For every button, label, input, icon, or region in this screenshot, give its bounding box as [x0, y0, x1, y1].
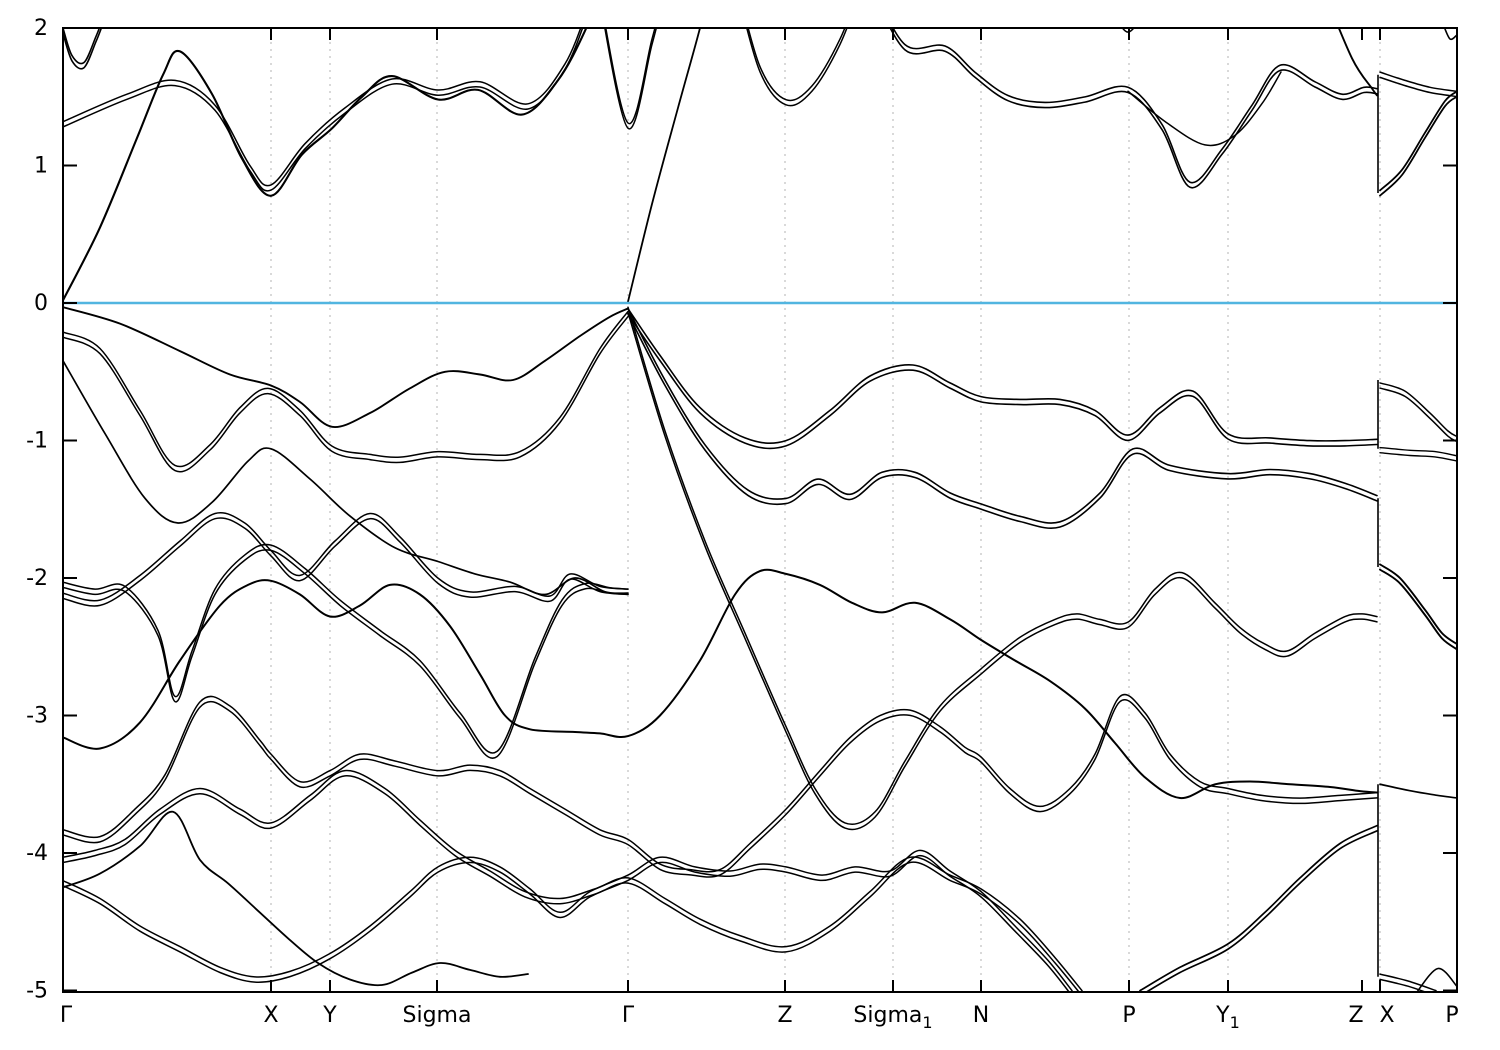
band-curve-panelR-deep-flat: [1379, 783, 1457, 799]
band-curves: [63, 28, 1457, 992]
axis-ticks: [62, 27, 1458, 992]
band-curve-val-hill-upper: [627, 313, 1378, 450]
band-curve-cond-v-gamma2: [604, 28, 658, 130]
band-curve-panelR-flat-pair: [1379, 452, 1457, 462]
band-curve-val-deep2: [63, 769, 1083, 992]
band-curve-val-deep1: [63, 693, 1378, 873]
band-curve-val-deep1: [63, 699, 1378, 878]
band-curve-cond-steep-to-X2: [1337, 28, 1378, 97]
band-curve-val-hill-lower: [627, 307, 1378, 524]
band-curve-val-steep-from-gamma2: [627, 306, 1378, 826]
band-curve-panelR-mid-desc: [1379, 568, 1457, 651]
band-curve-val-hill-upper: [627, 307, 1378, 445]
band-curve-cond-pair-left: [63, 28, 584, 192]
band-curve-panelR-bottom1: [1379, 973, 1437, 992]
y-tick-label: -4: [26, 841, 48, 866]
kpoint-label: Γ: [60, 1003, 73, 1028]
band-curve-val-deep-riser-right: [1139, 824, 1378, 992]
kpoint-label: X: [1379, 1003, 1394, 1028]
kpoint-label: Y: [322, 1003, 337, 1028]
kpoint-label: Sigma: [403, 1003, 472, 1028]
kpoint-label: P: [1445, 1003, 1458, 1028]
y-tick-label: -3: [26, 704, 48, 729]
band-curve-panelR-top-pair: [1379, 382, 1457, 438]
y-tick-label: -5: [26, 979, 48, 1004]
band-curve-panelR-cond-rise: [1379, 90, 1457, 192]
band-curve-panelR-bottom2: [1415, 967, 1457, 992]
band-curve-cond-pair-left: [63, 28, 582, 187]
band-curve-cond-dirac1: [63, 28, 588, 302]
band-curve-panelR-top-pair: [1379, 387, 1457, 443]
band-curve-cond-U-at-Z: [745, 28, 848, 107]
band-curve-panelR-mid-desc: [1379, 563, 1457, 646]
y-axis-tick-labels: 2 1 0 -1 -2 -3 -4 -5: [26, 16, 48, 1004]
kpoint-label: Γ: [622, 1003, 635, 1028]
gridlines: [270, 28, 1381, 992]
x-axis-kpoint-labels: Γ X Y Sigma Γ Z Sigma1 N P Y1 Z X P: [60, 1003, 1459, 1032]
band-curve-cond-U-at-Z: [747, 28, 846, 102]
band-curve-val-top2: [63, 310, 629, 468]
plot-frame: [62, 27, 1458, 993]
kpoint-label: Z: [1348, 1003, 1363, 1028]
y-tick-label: -1: [26, 429, 48, 454]
band-curve-panelR-cond-flat: [1379, 71, 1457, 93]
band-curve-val-deep-riser-right: [1144, 830, 1378, 992]
kpoint-label: X: [263, 1003, 278, 1028]
band-curve-val-steep-from-gamma2: [627, 311, 1378, 831]
y-tick-label: -2: [26, 566, 48, 591]
y-tick-label: 1: [34, 154, 48, 179]
band-curve-val-top2: [63, 315, 629, 473]
band-curve-val-top3: [63, 359, 629, 596]
band-curve-panelR-cond-rise: [1379, 95, 1457, 197]
band-curve-val-deep3: [63, 849, 1073, 992]
kpoint-label: Y1: [1215, 1003, 1240, 1032]
band-curve-cond-second-PY1: [1127, 71, 1282, 147]
band-curve-val-mid-knot2: [63, 512, 629, 602]
band-curve-cond-right-main: [892, 28, 1378, 184]
kpoint-label: Z: [777, 1003, 792, 1028]
band-curve-val-deep3: [63, 854, 1070, 992]
kpoint-label: P: [1122, 1003, 1135, 1028]
band-curve-cond-dirac2-up: [627, 28, 701, 303]
band-curve-panelR-corner-arc: [1443, 28, 1457, 41]
y-tick-label: 2: [34, 16, 48, 41]
band-curve-cond-corner-arc: [63, 28, 101, 65]
band-curve-val-long-riser: [63, 568, 1378, 800]
frame-rect: [62, 27, 1458, 993]
band-curve-val-top1: [63, 306, 629, 428]
kpoint-label: Sigma1: [853, 1003, 932, 1032]
band-curve-val-deep-lambda: [63, 810, 529, 987]
y-tick-label: 0: [34, 291, 48, 316]
kpoint-label: N: [973, 1003, 989, 1028]
band-curve-cond-right-main: [889, 28, 1378, 189]
band-curve-panelR-cond-flat: [1379, 76, 1457, 98]
band-curve-val-hill-lower: [627, 313, 1378, 530]
band-curve-panelR-flat-pair: [1379, 446, 1457, 457]
band-curve-cond-corner-arc: [63, 28, 103, 70]
band-curve-val-deep2: [63, 775, 1080, 992]
band-curve-cond-v-gamma2: [605, 28, 656, 125]
band-curve-val-mid-knot1: [63, 549, 629, 759]
band-curve-val-mid-knot1: [63, 543, 629, 754]
band-curve-panelR-bottom1: [1379, 978, 1428, 992]
band-curve-val-mid-knot2: [63, 517, 629, 607]
